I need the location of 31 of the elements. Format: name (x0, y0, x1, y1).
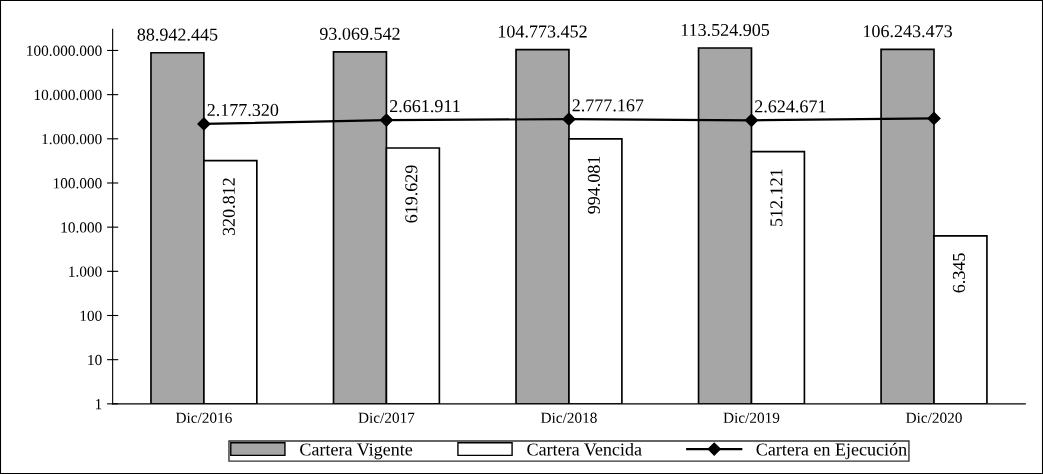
x-tick-label: Dic/2018 (540, 412, 597, 423)
data-label: 2.177.320 (207, 103, 279, 117)
data-label: 2.777.167 (572, 99, 644, 112)
data-label: 104.773.452 (498, 25, 587, 38)
data-label: 6.345 (952, 253, 966, 293)
y-tick-label: 10.000 (61, 222, 102, 233)
data-label: 113.524.905 (681, 23, 770, 37)
x-tick-label: Dic/2016 (175, 412, 232, 423)
data-label: 619.629 (405, 165, 418, 223)
y-tick-label: 100.000 (53, 178, 102, 189)
legend-label: Cartera Vigente (300, 443, 413, 460)
data-label: 994.081 (587, 156, 601, 214)
data-label: 320.812 (222, 178, 235, 236)
y-tick-label: 10 (88, 354, 102, 366)
data-label: 106.243.473 (863, 25, 952, 38)
x-tick-label: Dic/2017 (358, 412, 415, 423)
y-tick-label: 1.000 (69, 266, 102, 277)
y-tick-label: 1 (95, 399, 102, 410)
data-label: 93.069.542 (319, 27, 400, 40)
legend-label: Cartera en Ejecución (756, 442, 907, 460)
x-tick-label: Dic/2019 (723, 412, 780, 423)
data-label: 2.624.671 (755, 100, 826, 113)
y-tick-label: 1.000.000 (42, 133, 102, 145)
data-label: 88.942.445 (137, 28, 218, 41)
data-label: 2.661.911 (390, 100, 460, 113)
data-label: 512.121 (770, 169, 783, 226)
x-tick-label: Dic/2020 (906, 412, 962, 423)
y-tick-label: 100 (80, 310, 102, 321)
legend-label: Cartera Vencida (527, 442, 642, 456)
y-tick-label: 100.000.000 (27, 45, 102, 56)
y-tick-label: 10.000.000 (34, 89, 102, 101)
